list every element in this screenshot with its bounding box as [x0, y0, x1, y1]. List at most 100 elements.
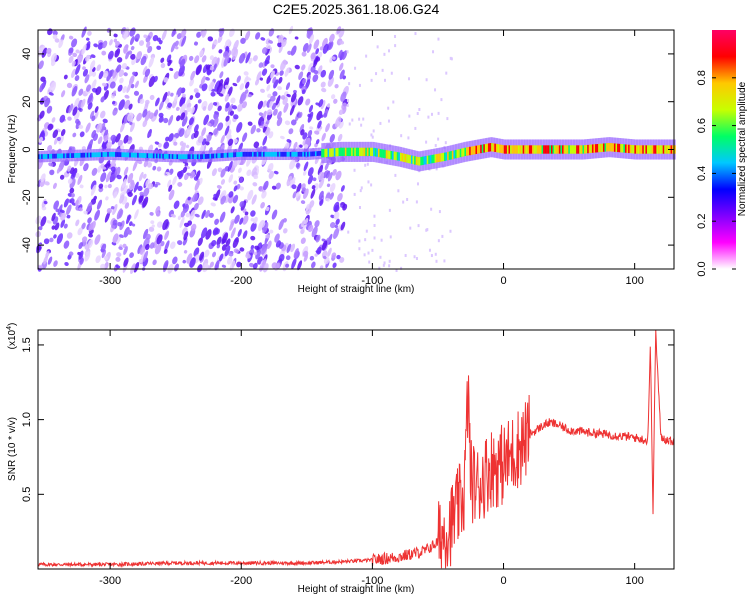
spectrogram-noise-mark — [118, 99, 125, 111]
spectrogram-ridge-core — [154, 153, 157, 159]
spectrogram-noise-mark — [59, 209, 65, 213]
spectrogram-ridge-core — [78, 152, 81, 158]
spectrogram-ridge-core — [524, 145, 527, 154]
spectrogram-ridge-core — [143, 153, 146, 158]
spectrogram-noise-mark — [119, 77, 124, 84]
spectrogram-ridge-core — [368, 147, 371, 157]
snr-frame — [37, 329, 675, 570]
spectrogram-noise-mark — [101, 166, 107, 170]
spectrogram-ridge-core — [593, 144, 596, 153]
spectrogram-noise-mark — [114, 166, 121, 178]
spectrogram-noise-mark — [201, 209, 206, 220]
snr-y-ticks: 0.5 1.0 1.5 — [21, 337, 674, 502]
spectrogram-noise-mark — [233, 39, 239, 51]
spectrogram-noise-mark — [260, 243, 268, 255]
spectrogram-ridge-core — [464, 147, 467, 157]
spectrogram-noise-mark — [114, 48, 121, 58]
spectrogram-noise-mark — [123, 134, 129, 144]
spectrogram-noise-mark — [302, 132, 308, 140]
spectrogram-noise-mark — [71, 60, 76, 67]
spectrogram-noise-mark — [188, 55, 194, 61]
spectrogram-noise-mark — [119, 234, 124, 239]
spectrogram-ridge-core — [658, 145, 661, 154]
spectrogram-noise-mark — [244, 30, 251, 41]
spectrogram-noise-mark — [303, 161, 309, 172]
spectrogram-noise-mark — [186, 106, 192, 113]
spectrogram-speckle — [400, 134, 403, 138]
spectrogram-noise-mark — [67, 178, 73, 184]
spectrogram-noise-mark — [84, 243, 90, 250]
spectrogram-noise-mark — [100, 263, 106, 270]
colorbar-tick-label: 0.2 — [696, 214, 708, 229]
spectrogram-noise-mark — [324, 162, 329, 171]
spectrogram-noise-mark — [340, 91, 347, 102]
spectrogram-noise-mark — [106, 163, 112, 167]
spectrogram-noise-mark — [190, 223, 197, 232]
spectrogram-ridge-core — [566, 145, 569, 154]
spectrogram-noise-mark — [185, 212, 191, 218]
spectrogram-speckle — [444, 141, 447, 145]
spectrogram-noise-mark — [205, 209, 210, 218]
spectrogram-noise-mark — [144, 68, 151, 78]
spectrogram-noise-mark — [327, 247, 332, 258]
spectrogram-speckle — [408, 114, 411, 118]
spectrogram-noise-mark — [117, 84, 123, 92]
spectrogram-noise-mark — [255, 249, 262, 260]
spectrogram-noise-mark — [71, 68, 76, 78]
spectrogram-ridge-core — [82, 152, 85, 158]
spectrogram-noise-mark — [148, 76, 156, 88]
spectrogram-noise-mark — [97, 42, 104, 50]
spectrogram-noise-mark — [314, 220, 320, 228]
spectrogram-noise-mark — [85, 122, 91, 133]
spectrogram-noise-mark — [305, 203, 310, 212]
spectrogram-ridge-core — [198, 154, 201, 160]
spectrogram-ridge-core — [248, 151, 251, 157]
spectrogram-noise-mark — [242, 214, 249, 225]
spectrogram-noise-mark — [213, 40, 218, 45]
spectrogram-noise-mark — [332, 168, 337, 176]
spectrogram-noise-mark — [293, 89, 297, 94]
spectrogram-noise-mark — [322, 43, 329, 54]
spectrogram-noise-mark — [290, 92, 297, 103]
spectrogram-noise-mark — [286, 175, 293, 187]
spectrogram-noise-mark — [245, 52, 251, 64]
spectrogram-noise-mark — [139, 98, 145, 105]
spectrogram-ridge-core — [528, 145, 531, 154]
spectrogram-speckle — [417, 224, 420, 228]
colorbar: 0.0 0.2 0.4 0.6 0.8 Normalized spectral ampl… — [696, 30, 748, 277]
spectrogram-ridge-core — [258, 151, 261, 157]
spectrogram-noise-mark — [263, 123, 269, 127]
spectrogram-noise-mark — [98, 70, 104, 80]
spectrogram-noise-mark — [318, 171, 325, 181]
spectrogram-noise-mark — [85, 41, 91, 50]
spectrogram-noise-mark — [137, 93, 143, 104]
snr-series-line — [37, 330, 675, 569]
spectrogram-noise-mark — [199, 49, 204, 57]
spectrogram-ridge-core — [145, 153, 148, 158]
spectrogram-ridge-core — [527, 145, 530, 154]
spectrogram-noise-mark — [87, 217, 92, 224]
spectrogram-speckle — [367, 180, 370, 184]
spectrogram-speckle — [358, 247, 361, 251]
spectrogram-noise-mark — [255, 32, 261, 40]
spectrogram-noise-mark — [50, 53, 57, 63]
spectrogram-ridge-core — [207, 153, 210, 159]
spectrogram-speckle — [370, 133, 373, 137]
spectrogram-ridge-core — [535, 145, 538, 154]
spectrogram-noise-mark — [119, 145, 125, 150]
spectrogram-noise-mark — [189, 257, 196, 268]
spectrogram-ridge-core — [179, 154, 182, 160]
spectrogram-noise-mark — [78, 250, 84, 260]
spectrogram-noise-mark — [321, 132, 326, 142]
spectrogram-speckle — [416, 112, 419, 116]
spectrogram-noise-mark — [339, 69, 345, 80]
spectrogram-speckle — [430, 112, 433, 116]
spectrogram-speckle — [443, 259, 446, 263]
spectrogram-speckle — [437, 137, 440, 141]
spectrogram-ridge-core — [631, 145, 634, 154]
spectrogram-ridge-core — [503, 145, 506, 154]
spectrogram-ridge-core — [340, 147, 343, 157]
spectrogram-noise-mark — [155, 97, 160, 107]
spectrogram-noise-mark — [214, 260, 220, 271]
spectrogram-ridge-core — [562, 145, 565, 154]
